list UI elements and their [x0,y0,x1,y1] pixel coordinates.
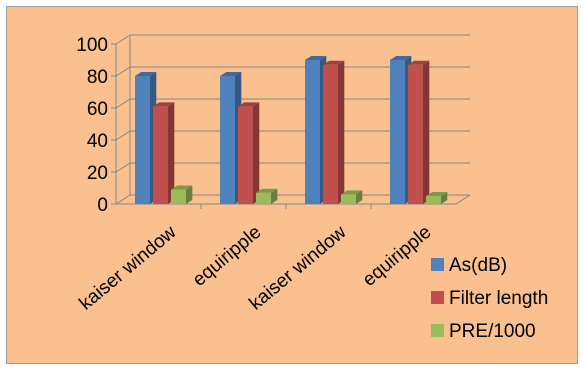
bar-top [238,102,260,107]
bar-front [341,194,356,204]
bar-top [305,55,327,60]
chart-area [6,6,578,364]
x-category-label: equiripple [359,222,436,291]
bar-front [426,196,441,204]
bar-front [135,76,150,204]
bar-front [256,192,271,204]
y-tick-label: 40 [87,131,108,152]
legend-label: PRE/1000 [449,321,536,342]
bar-side [338,60,345,204]
y-tick-label: 100 [76,35,108,56]
legend-swatch [431,291,444,304]
bar-side [423,60,430,204]
x-category-label: equiripple [189,222,266,291]
legend-item: Filter length [431,288,548,309]
bar-top [220,71,242,76]
bar-side [356,190,363,204]
bar-top [408,60,430,65]
bar-side [168,102,175,204]
bar [426,191,448,204]
bar-top [256,188,278,193]
gridline-depth [115,130,131,141]
bar [341,190,363,204]
legend-label: As(dB) [449,255,507,276]
bar [153,102,175,204]
bar-side [271,188,278,204]
bars [135,55,448,205]
bar-side [441,191,448,204]
bar-front [220,76,235,204]
gridline-depth [115,194,131,205]
bar [238,102,260,204]
bar-top [135,71,157,76]
bar [323,60,345,204]
bar-front [153,106,168,204]
legend-swatch [431,324,444,337]
legend-item: PRE/1000 [431,321,536,342]
gridline-depth [115,162,131,173]
bar-front [408,64,423,204]
bar-side [186,185,193,204]
bar-top [426,191,448,196]
bar-top [323,60,345,65]
gridline-depth [115,98,131,109]
y-tick-label: 60 [87,99,108,120]
bar-front [171,189,186,204]
bar-front [323,64,338,204]
x-category-label: kaiser window [76,222,181,315]
gridline-depth [115,66,131,77]
y-tick-label: 20 [87,163,108,184]
y-tick-label: 0 [97,195,108,216]
bar-front [238,106,253,204]
bar [408,60,430,204]
bar-top [341,190,363,195]
bar-top [153,102,175,107]
y-tick-label: 80 [87,67,108,88]
bar-top [390,55,412,60]
gridline-depth [115,34,131,45]
bar-front [305,60,320,204]
bar-front [390,60,405,204]
bar-top [171,185,193,190]
bar [256,188,278,204]
bar-side [253,102,260,204]
floor-edge [455,194,471,205]
legend: As(dB) Filter length PRE/1000 [431,255,548,342]
bar [171,185,193,204]
legend-label: Filter length [449,288,548,309]
legend-swatch [431,258,444,271]
legend-item: As(dB) [431,255,507,276]
